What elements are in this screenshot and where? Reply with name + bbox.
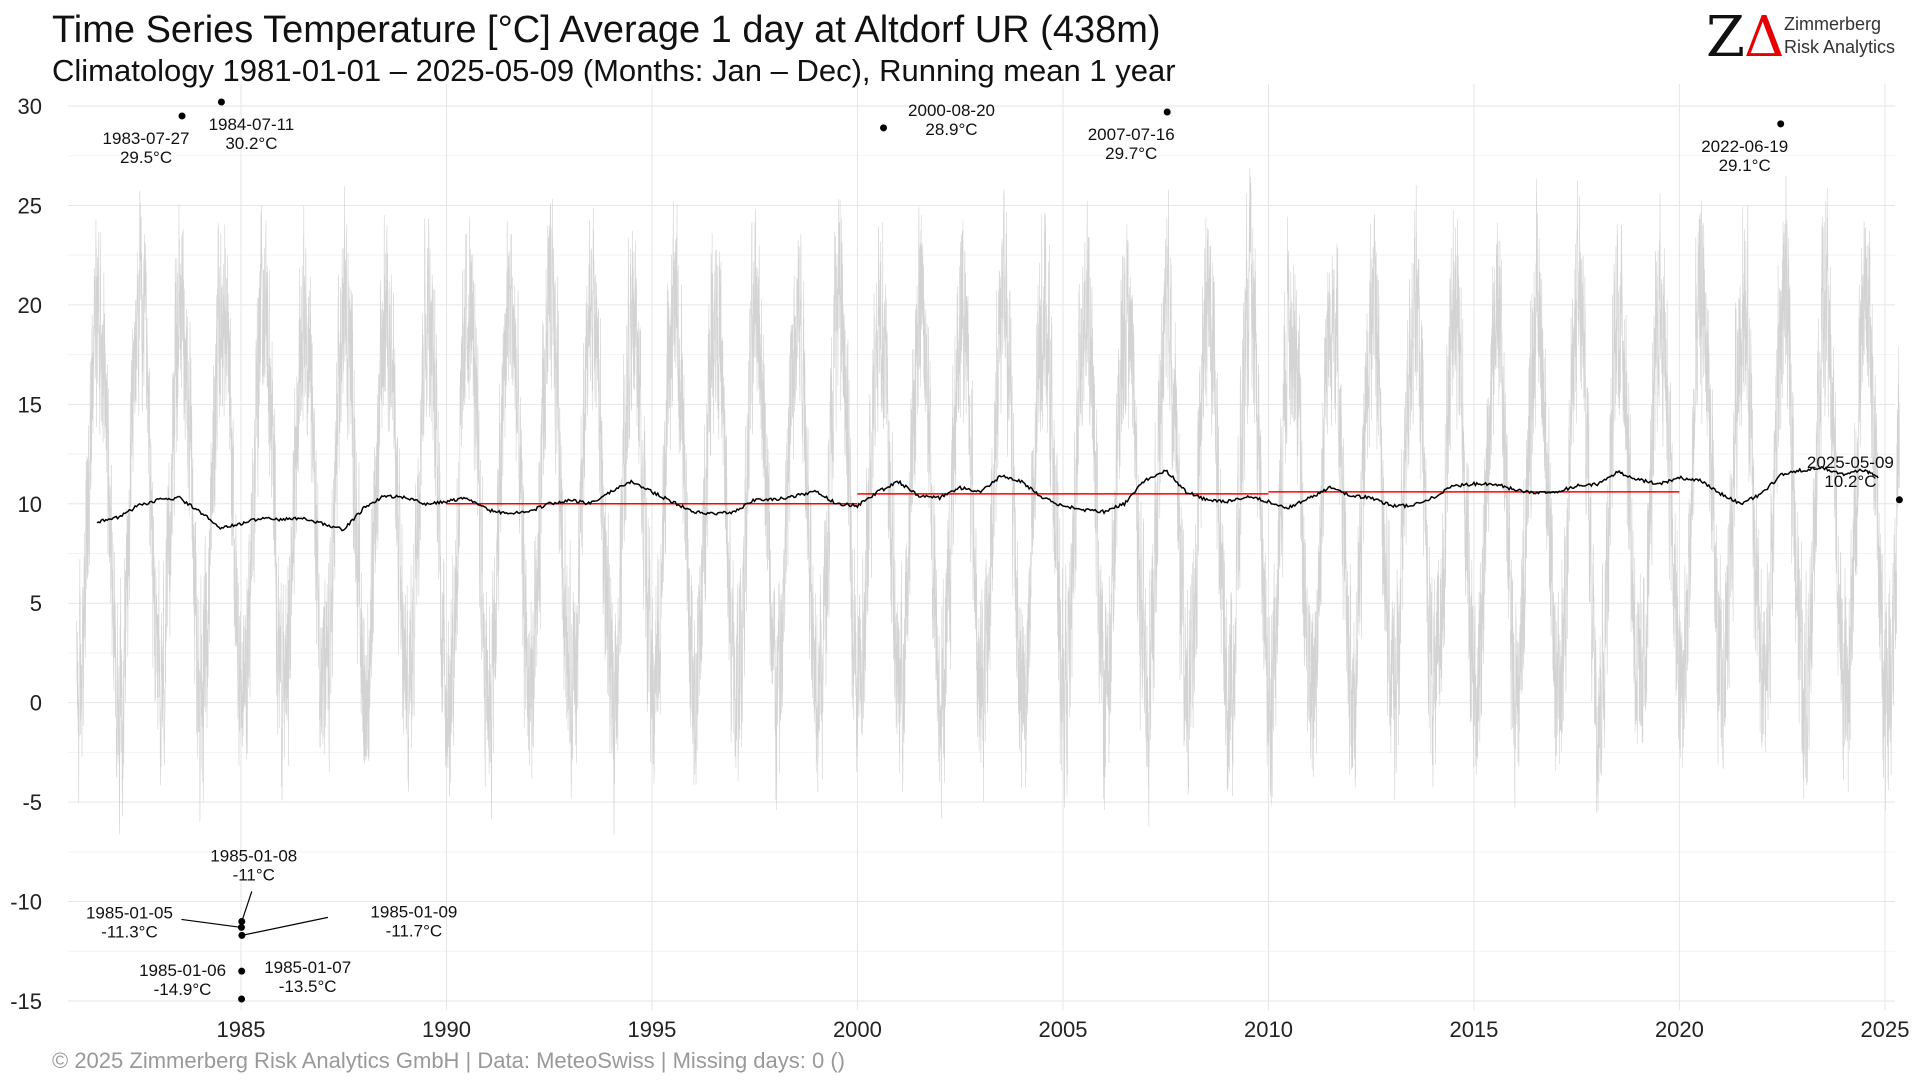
annotation-value: -13.5°C	[279, 977, 337, 996]
y-tick-label: 30	[18, 94, 42, 119]
x-tick-label: 1985	[217, 1017, 266, 1042]
x-tick-label: 1990	[422, 1017, 471, 1042]
annotation-date: 2025-05-09	[1807, 453, 1894, 472]
annotation-date: 1985-01-05	[86, 903, 173, 922]
y-tick-label: -15	[10, 989, 42, 1014]
annotation-1985-01-09: 1985-01-09-11.7°C	[238, 902, 457, 940]
annotation-value: 28.9°C	[925, 120, 977, 139]
annotation-date: 2000-08-20	[908, 101, 995, 120]
annotation-value: -11°C	[233, 865, 275, 884]
annotation-leader	[241, 891, 253, 922]
annotation-date: 1985-01-08	[210, 846, 297, 865]
x-axis-tick-labels: 1985 1990 1995 2000 2005 2010 2015 2020 2025	[217, 1017, 1910, 1042]
x-tick-label: 2025	[1861, 1017, 1910, 1042]
annotation-1985-01-08: 1985-01-08-11°C	[210, 846, 297, 925]
footer-credit: © 2025 Zimmerberg Risk Analytics GmbH | …	[52, 1048, 845, 1073]
annotation-point	[1163, 108, 1171, 116]
annotation-value: 10.2°C	[1824, 472, 1876, 491]
y-tick-label: 20	[18, 293, 42, 318]
annotation-value: 29.7°C	[1105, 144, 1157, 163]
annotation-point	[238, 995, 246, 1003]
logo-line-1: Zimmerberg	[1784, 14, 1881, 34]
annotation-date: 2022-06-19	[1701, 137, 1788, 156]
annotation-leader	[241, 916, 329, 936]
annotation-date: 1985-01-06	[139, 961, 226, 980]
daily-mean-line	[76, 168, 1900, 835]
x-tick-label: 2020	[1655, 1017, 1704, 1042]
logo-mark-delta: Δ	[1744, 5, 1784, 70]
y-tick-label: 5	[30, 591, 42, 616]
annotation-1985-01-06: 1985-01-06-14.9°C	[139, 961, 246, 1003]
annotation-date: 2007-07-16	[1088, 125, 1175, 144]
running-mean-series	[96, 465, 1879, 532]
logo-line-2: Risk Analytics	[1784, 37, 1895, 57]
annotation-value: 29.5°C	[120, 148, 172, 167]
annotation-value: 29.1°C	[1719, 156, 1771, 175]
y-tick-label: 10	[18, 492, 42, 517]
logo-mark-z: Z	[1706, 5, 1745, 70]
annotation-value: 30.2°C	[225, 134, 277, 153]
annotation-point	[238, 967, 246, 975]
annotation-value: -11.3°C	[101, 922, 158, 941]
annotation-date: 1984-07-11	[209, 115, 295, 134]
annotation-point	[217, 98, 225, 106]
daily-series	[76, 168, 1900, 835]
annotation-point	[1777, 120, 1785, 128]
y-axis-tick-labels: 30 25 20 15 10 5 0 -5 -10 -15	[10, 94, 42, 1014]
annotation-1985-01-05: 1985-01-05-11.3°C	[86, 903, 245, 941]
annotation-date: 1985-01-07	[264, 958, 351, 977]
annotation-point	[178, 112, 186, 120]
annotation-date: 1985-01-09	[370, 902, 457, 921]
annotation-value: -14.9°C	[154, 980, 212, 999]
annotation-value: -11.7°C	[386, 921, 443, 940]
annotation-date: 1983-07-27	[103, 129, 190, 148]
y-tick-label: 25	[18, 193, 42, 218]
x-tick-label: 1995	[627, 1017, 676, 1042]
decade-mean-series	[446, 491, 1680, 505]
chart-subtitle: Climatology 1981-01-01 – 2025-05-09 (Mon…	[52, 53, 1176, 88]
chart-title: Time Series Temperature [°C] Average 1 d…	[52, 9, 1161, 51]
x-tick-label: 2005	[1039, 1017, 1088, 1042]
x-tick-label: 2010	[1244, 1017, 1293, 1042]
grid-lines	[68, 84, 1895, 1010]
y-tick-label: 15	[18, 392, 42, 417]
running-mean-line	[96, 465, 1879, 532]
y-tick-label: -10	[10, 890, 42, 915]
x-tick-label: 2000	[833, 1017, 882, 1042]
y-tick-label: 0	[30, 691, 42, 716]
annotation-point	[880, 124, 888, 132]
logo: Z Δ Zimmerberg Risk Analytics	[1706, 5, 1895, 70]
annotation-leader	[181, 918, 242, 929]
x-tick-label: 2015	[1449, 1017, 1498, 1042]
y-tick-label: -5	[22, 790, 42, 815]
annotation-point	[1895, 496, 1903, 504]
annotation-1985-01-07: 1985-01-07-13.5°C	[238, 958, 351, 996]
